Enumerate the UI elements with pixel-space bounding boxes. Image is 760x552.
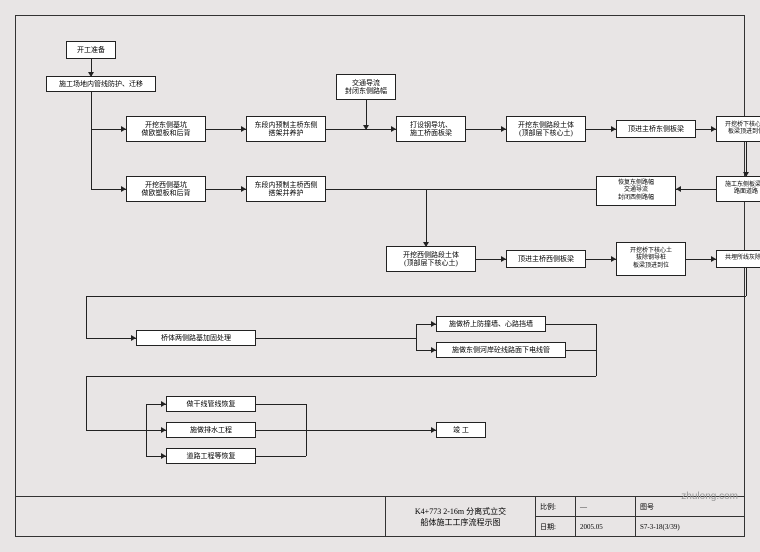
node-n3: 开挖东侧基坑做欧塑板和后背: [126, 116, 206, 142]
node-n2: 施工场地内管线防护、迁移: [46, 76, 156, 92]
node-n19: 施做桥上防撞墙、心路挡墙: [436, 316, 546, 332]
node-n10: 开挖西侧基坑做欧塑板和后背: [126, 176, 206, 202]
node-n18: 桥体两侧路基加固处理: [136, 330, 256, 346]
date-label: 日期:: [536, 517, 576, 536]
node-n13: 施工东侧板梁上路面道路: [716, 176, 760, 202]
title-block: K4+773 2-16m 分离式立交 船体施工工序流程示图 比例: — 图号 日…: [16, 496, 744, 536]
node-n8: 顶进主桥东侧板梁: [616, 120, 696, 138]
node-n14: 开挖西侧路段土体(顶部层下核心土): [386, 246, 476, 272]
node-n4: 东段内预制主桥东侧搭架并养护: [246, 116, 326, 142]
node-n24: 竣 工: [436, 422, 486, 438]
node-n9: 开挖桥下核心土板梁顶进到位: [716, 116, 760, 142]
drawing-number-value: S7-3-18(3/39): [636, 517, 744, 536]
scale-value: —: [576, 497, 636, 516]
node-n16: 开挖桥下核心土拔除钢导桩板梁顶进到位: [616, 242, 686, 276]
node-n11: 东段内预制主桥西侧搭架并养护: [246, 176, 326, 202]
node-n20: 施做东侧河岸砼线路面下电线管: [436, 342, 566, 358]
date-value: 2005.05: [576, 517, 636, 536]
node-n23: 道路工程等恢复: [166, 448, 256, 464]
node-n1: 开工准备: [66, 41, 116, 59]
drawing-title: K4+773 2-16m 分离式立交: [415, 506, 506, 517]
node-n6: 打设钢导坑、施工桥面板梁: [396, 116, 466, 142]
node-n21: 做干线管线恢复: [166, 396, 256, 412]
node-n22: 施做排水工程: [166, 422, 256, 438]
node-n7: 开挖东侧路段土体(顶部层下核心土): [506, 116, 586, 142]
node-n15: 顶进主桥西侧板梁: [506, 250, 586, 268]
drawing-subtitle: 船体施工工序流程示图: [421, 517, 501, 528]
scale-label: 比例:: [536, 497, 576, 516]
node-n12: 恢复东侧路幅交通导流封闭西侧路幅: [596, 176, 676, 206]
node-n17: 共埋所线灰除道: [716, 250, 760, 268]
node-n5: 交通导流封闭东侧路幅: [336, 74, 396, 100]
drawing-frame: 开工准备 施工场地内管线防护、迁移 开挖东侧基坑做欧塑板和后背 东段内预制主桥东…: [15, 15, 745, 537]
watermark: zhulong.com: [681, 491, 738, 502]
